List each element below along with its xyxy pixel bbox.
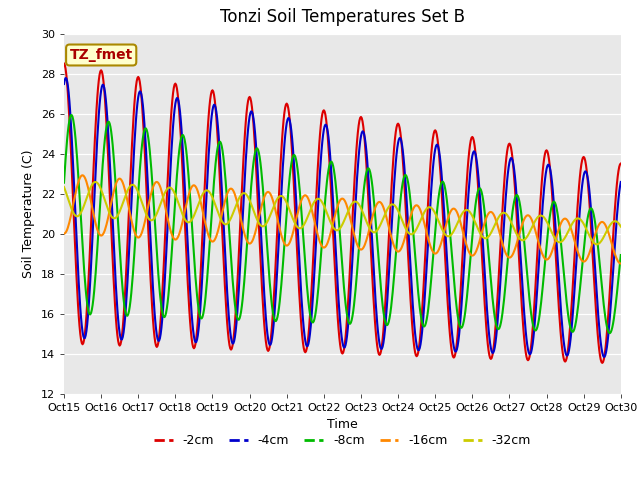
- Title: Tonzi Soil Temperatures Set B: Tonzi Soil Temperatures Set B: [220, 9, 465, 26]
- -16cm: [207, 238, 215, 243]
- -16cm: [389, 239, 397, 245]
- -4cm: [207, 120, 215, 126]
- Line: -16cm: -16cm: [64, 175, 621, 264]
- -8cm: [389, 289, 397, 295]
- -4cm: [444, 267, 451, 273]
- -2cm: [182, 248, 190, 253]
- -2cm: [206, 97, 214, 103]
- -2cm: [443, 285, 451, 291]
- -16cm: [79, 172, 86, 178]
- -2cm: [334, 315, 342, 321]
- Line: -2cm: -2cm: [64, 63, 621, 363]
- -32cm: [617, 224, 625, 229]
- -8cm: [207, 222, 215, 228]
- Y-axis label: Soil Temperature (C): Soil Temperature (C): [22, 149, 35, 278]
- Line: -8cm: -8cm: [64, 115, 621, 333]
- -32cm: [183, 219, 191, 225]
- Text: TZ_fmet: TZ_fmet: [70, 48, 133, 62]
- -32cm: [389, 202, 397, 207]
- -2cm: [598, 360, 606, 366]
- -4cm: [60, 81, 68, 87]
- -2cm: [388, 178, 396, 183]
- -8cm: [606, 330, 614, 336]
- -2cm: [566, 328, 573, 334]
- -4cm: [183, 228, 191, 233]
- -32cm: [444, 233, 451, 239]
- -32cm: [335, 227, 342, 233]
- -8cm: [444, 204, 451, 209]
- -4cm: [389, 204, 397, 210]
- -16cm: [183, 199, 191, 204]
- -4cm: [566, 336, 574, 342]
- -8cm: [617, 252, 625, 258]
- -8cm: [335, 214, 342, 219]
- -32cm: [207, 192, 215, 197]
- -32cm: [593, 241, 601, 247]
- Line: -4cm: -4cm: [64, 78, 621, 357]
- X-axis label: Time: Time: [327, 418, 358, 431]
- -8cm: [60, 180, 68, 186]
- Line: -32cm: -32cm: [64, 182, 621, 244]
- -8cm: [566, 325, 574, 331]
- -16cm: [335, 201, 342, 206]
- -16cm: [617, 261, 625, 266]
- -16cm: [444, 217, 451, 223]
- -16cm: [60, 231, 68, 237]
- -32cm: [60, 184, 68, 190]
- -32cm: [92, 179, 100, 185]
- -4cm: [600, 354, 607, 360]
- -4cm: [335, 297, 342, 302]
- -4cm: [61, 75, 69, 81]
- -2cm: [60, 60, 68, 66]
- -16cm: [566, 224, 574, 230]
- -4cm: [617, 179, 625, 185]
- -8cm: [68, 112, 76, 118]
- -8cm: [183, 155, 191, 160]
- -2cm: [617, 161, 625, 167]
- -32cm: [566, 224, 574, 229]
- Legend: -2cm, -4cm, -8cm, -16cm, -32cm: -2cm, -4cm, -8cm, -16cm, -32cm: [149, 429, 536, 452]
